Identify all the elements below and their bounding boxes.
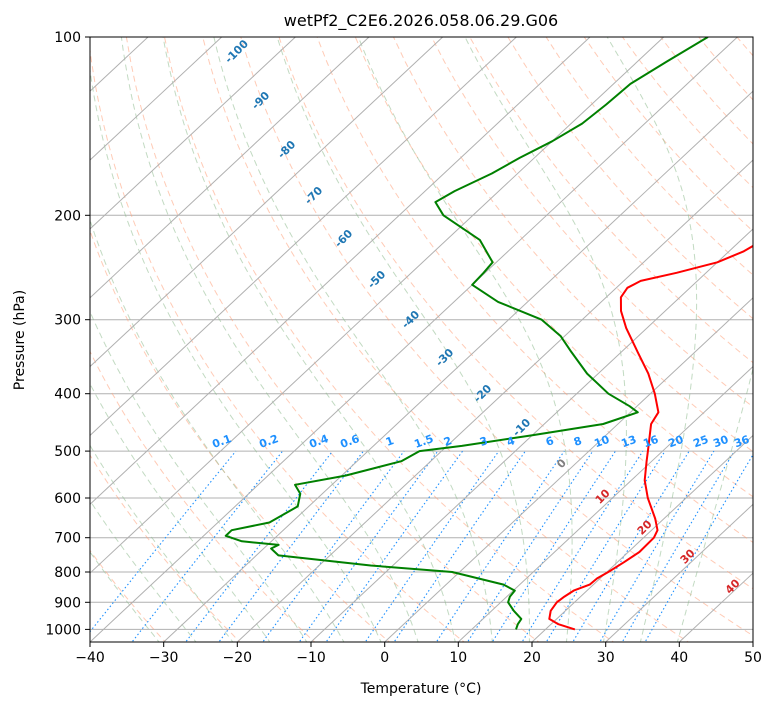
x-tick-label: 10 <box>449 650 467 666</box>
y-tick-label: 400 <box>54 387 81 403</box>
x-tick-label: 40 <box>670 650 688 666</box>
x-tick-label: 30 <box>597 650 615 666</box>
x-axis-label: Temperature (°C) <box>360 681 482 697</box>
x-tick-label: 20 <box>523 650 541 666</box>
y-tick-label: 200 <box>54 208 81 224</box>
y-tick-label: 900 <box>54 595 81 611</box>
y-tick-label: 600 <box>54 491 81 507</box>
y-tick-label: 700 <box>54 531 81 547</box>
x-tick-label: 50 <box>744 650 762 666</box>
x-tick-label: −40 <box>75 650 105 666</box>
y-tick-label: 100 <box>54 30 81 46</box>
y-tick-label: 300 <box>54 313 81 329</box>
x-tick-label: −30 <box>149 650 179 666</box>
y-tick-label: 800 <box>54 565 81 581</box>
y-tick-label: 1000 <box>45 622 81 638</box>
x-tick-label: −20 <box>223 650 253 666</box>
x-tick-label: −10 <box>296 650 326 666</box>
chart-title: wetPf2_C2E6.2026.058.06.29.G06 <box>284 11 558 31</box>
y-axis-label: Pressure (hPa) <box>12 290 28 390</box>
x-tick-label: 0 <box>380 650 389 666</box>
y-tick-label: 500 <box>54 444 81 460</box>
